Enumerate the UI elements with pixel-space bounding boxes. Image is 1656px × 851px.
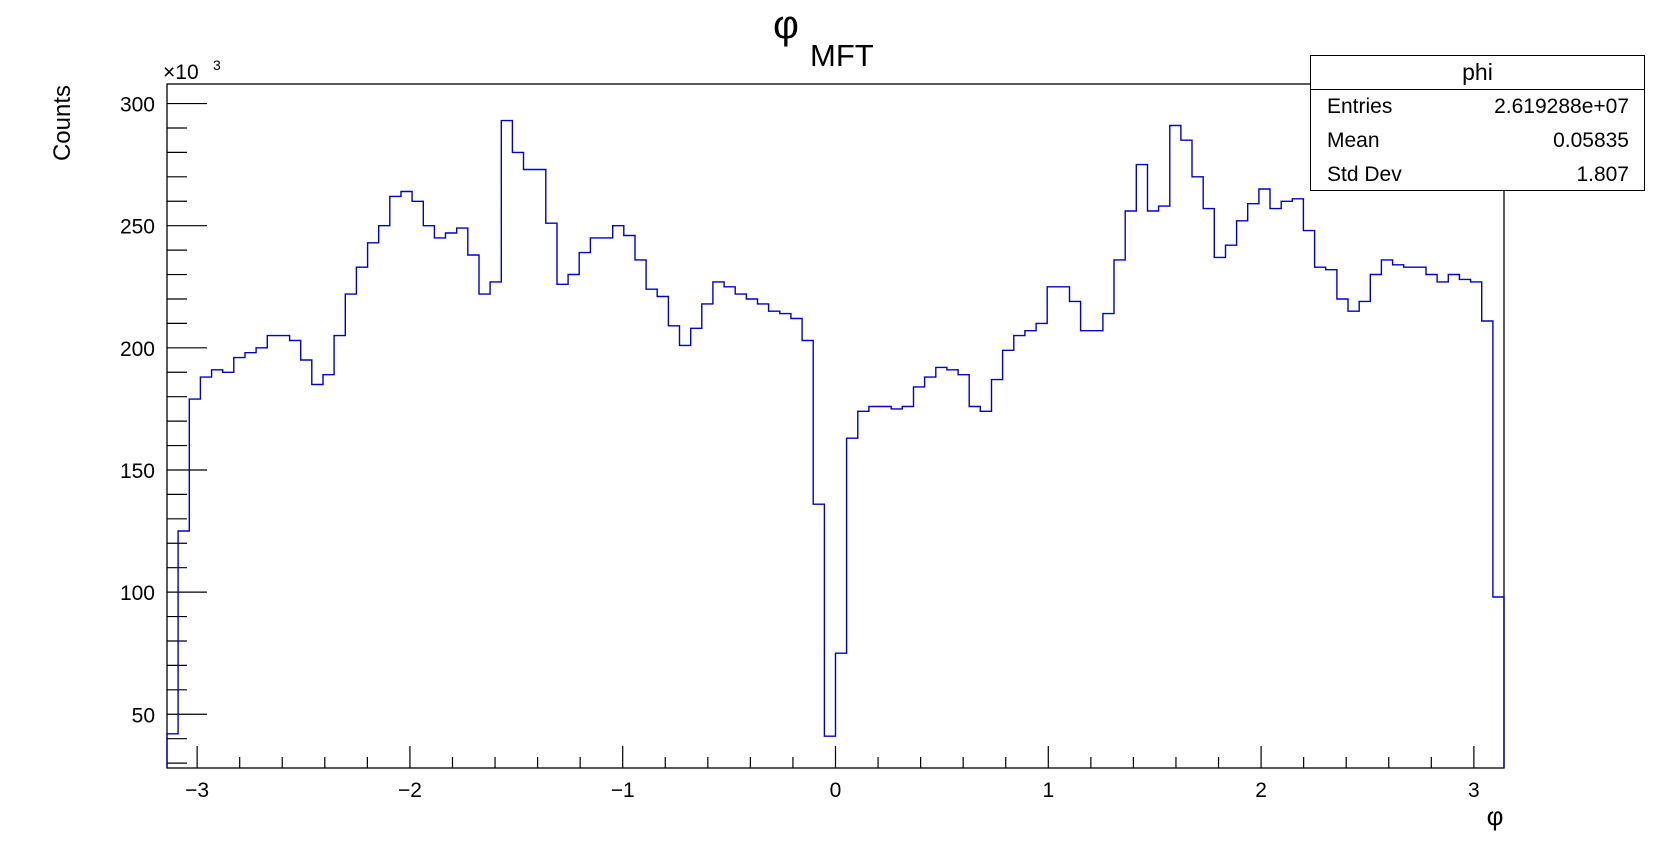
axis-tick-labels: −3 −2 −1 0 1 2 3 50 100 150 200 250 300	[120, 94, 1480, 802]
y-tick-label: 50	[132, 704, 155, 727]
stats-box: phi Entries 2.619288e+07 Mean 0.05835 St…	[1310, 55, 1645, 191]
y-tick-label: 200	[120, 338, 155, 361]
y-multiplier-exponent: 3	[213, 57, 221, 73]
x-tick-label: −1	[611, 779, 635, 802]
y-axis-label: Counts	[49, 85, 76, 161]
histogram-line	[166, 119, 1505, 768]
stats-label-entries: Entries	[1327, 95, 1393, 118]
stats-row-mean: Mean 0.05835	[1311, 124, 1644, 158]
y-multiplier: ×10 3	[163, 57, 221, 84]
y-tick-label: 300	[120, 94, 155, 117]
stats-value-entries: 2.619288e+07	[1494, 95, 1629, 118]
x-tick-label: 1	[1042, 779, 1054, 802]
stats-label-stddev: Std Dev	[1327, 163, 1402, 186]
y-tick-label: 150	[120, 460, 155, 483]
stats-box-title: phi	[1311, 56, 1644, 90]
x-tick-label: −2	[398, 779, 422, 802]
x-axis-label: φ	[1487, 801, 1504, 831]
axis-ticks	[167, 102, 1475, 768]
x-tick-label: 0	[830, 779, 842, 802]
stats-value-stddev: 1.807	[1576, 163, 1629, 186]
stats-value-mean: 0.05835	[1553, 129, 1629, 152]
y-tick-label: 250	[120, 216, 155, 239]
x-tick-label: −3	[185, 779, 209, 802]
x-tick-label: 2	[1255, 779, 1267, 802]
stats-label-mean: Mean	[1327, 129, 1380, 152]
stats-row-entries: Entries 2.619288e+07	[1311, 90, 1644, 124]
chart-title-subscript: MFT	[810, 38, 874, 73]
y-tick-label: 100	[120, 582, 155, 605]
x-tick-label: 3	[1468, 779, 1480, 802]
stats-row-stddev: Std Dev 1.807	[1311, 158, 1644, 192]
chart-title: φ MFT	[773, 3, 874, 73]
y-multiplier-label: ×10	[163, 61, 199, 84]
chart-title-main: φ	[773, 3, 799, 47]
